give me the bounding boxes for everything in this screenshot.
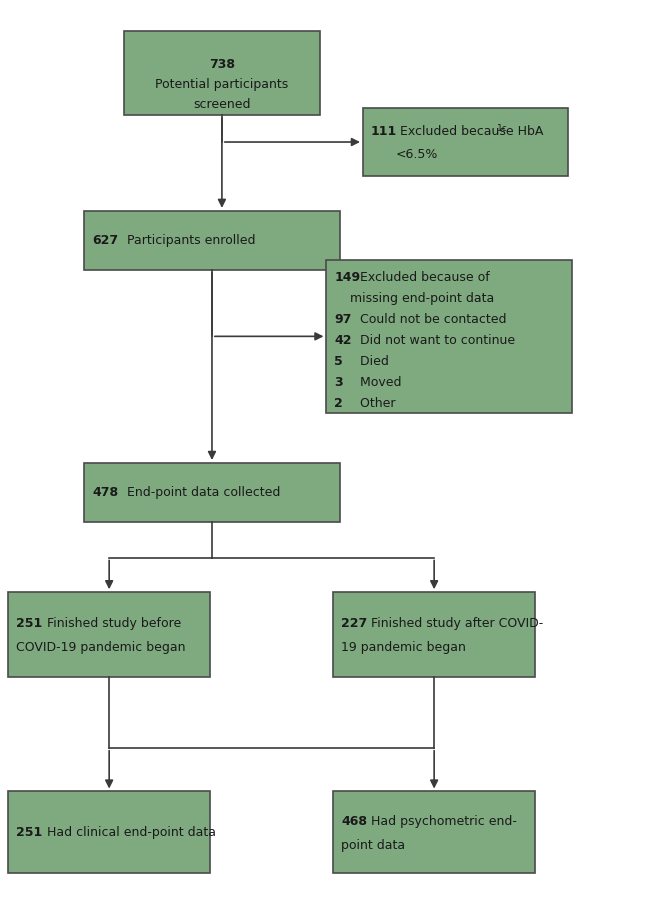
- FancyBboxPatch shape: [85, 463, 340, 522]
- FancyBboxPatch shape: [124, 31, 320, 115]
- Text: Moved: Moved: [356, 376, 401, 389]
- FancyBboxPatch shape: [8, 792, 210, 874]
- Text: Other: Other: [356, 397, 395, 410]
- Text: 97: 97: [334, 313, 352, 326]
- Text: Had clinical end-point data: Had clinical end-point data: [43, 826, 216, 839]
- Text: 251: 251: [16, 617, 42, 630]
- FancyBboxPatch shape: [8, 593, 210, 677]
- Text: 468: 468: [341, 815, 367, 828]
- Text: 1c: 1c: [497, 124, 507, 133]
- Text: 227: 227: [341, 617, 367, 630]
- Text: 149: 149: [334, 271, 360, 284]
- Text: screened: screened: [193, 98, 250, 110]
- Text: 5: 5: [334, 355, 343, 368]
- Text: Potential participants: Potential participants: [155, 78, 288, 90]
- Text: Finished study after COVID-: Finished study after COVID-: [368, 617, 543, 630]
- Text: <6.5%: <6.5%: [396, 148, 438, 162]
- Text: Died: Died: [356, 355, 388, 368]
- Text: 627: 627: [93, 234, 119, 247]
- Text: 3: 3: [334, 376, 343, 389]
- Text: Excluded because of: Excluded because of: [356, 271, 490, 284]
- FancyBboxPatch shape: [85, 211, 340, 270]
- Text: 111: 111: [371, 124, 397, 138]
- Text: 478: 478: [93, 486, 119, 498]
- FancyBboxPatch shape: [333, 593, 535, 677]
- Text: Could not be contacted: Could not be contacted: [356, 313, 506, 326]
- Text: 42: 42: [334, 334, 352, 347]
- FancyBboxPatch shape: [363, 108, 569, 176]
- Text: End-point data collected: End-point data collected: [123, 486, 280, 498]
- FancyBboxPatch shape: [333, 792, 535, 874]
- Text: Finished study before: Finished study before: [43, 617, 180, 630]
- Text: Had psychometric end-: Had psychometric end-: [368, 815, 517, 828]
- FancyBboxPatch shape: [326, 260, 571, 413]
- Text: Participants enrolled: Participants enrolled: [123, 234, 255, 247]
- Text: point data: point data: [341, 839, 405, 852]
- Text: 251: 251: [16, 826, 42, 839]
- Text: 19 pandemic began: 19 pandemic began: [341, 641, 466, 654]
- Text: 2: 2: [334, 397, 343, 410]
- Text: COVID-19 pandemic began: COVID-19 pandemic began: [16, 641, 185, 654]
- Text: missing end-point data: missing end-point data: [334, 292, 495, 305]
- Text: 738: 738: [209, 58, 235, 70]
- Text: Did not want to continue: Did not want to continue: [356, 334, 515, 347]
- Text: Excluded because HbA: Excluded because HbA: [396, 124, 543, 138]
